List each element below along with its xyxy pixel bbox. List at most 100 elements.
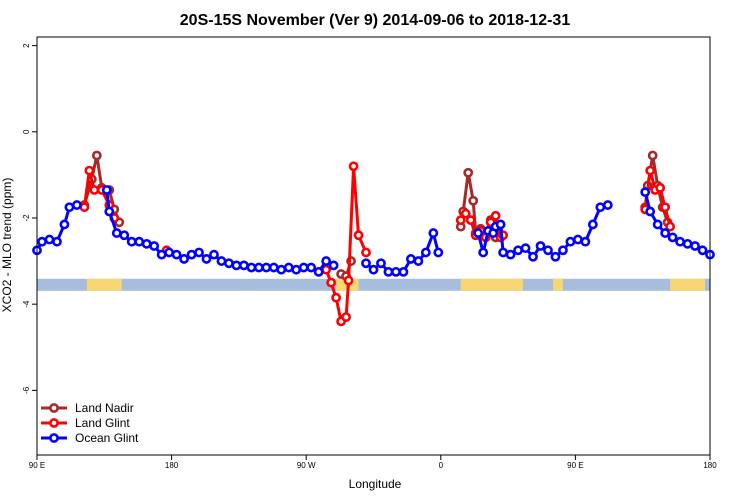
data-point-ocean-glint: [520, 243, 531, 254]
data-point-ocean-glint: [119, 230, 130, 241]
data-point-land-glint: [660, 202, 671, 213]
x-tick-label: 0: [439, 461, 444, 470]
data-point-land-glint: [645, 165, 656, 176]
legend-label-land-glint: Land Glint: [75, 416, 130, 430]
data-point-land-glint: [353, 230, 364, 241]
y-axis: -6 -4 -2 0 2: [22, 43, 37, 394]
data-point-land-glint: [89, 185, 100, 195]
data-point-ocean-glint: [535, 241, 546, 251]
data-point-ocean-glint: [428, 228, 439, 238]
data-point-land-glint: [348, 161, 359, 172]
y-tick-label: 0: [22, 129, 31, 134]
data-point-ocean-glint: [291, 264, 302, 275]
data-point-land-nadir: [468, 195, 479, 206]
data-point-ocean-glint: [209, 249, 219, 260]
data-point-ocean-glint: [495, 219, 506, 230]
data-point-ocean-glint: [246, 262, 257, 273]
data-point-ocean-glint: [134, 236, 145, 247]
y-axis-label: XCO2 - MLO trend (ppm): [0, 178, 14, 313]
land-segment: [86, 278, 122, 291]
series-land-nadir: [79, 150, 673, 282]
data-point-ocean-glint: [71, 200, 82, 210]
data-point-land-glint: [343, 275, 354, 286]
data-point-land-nadir: [647, 150, 658, 161]
data-point-ocean-glint: [550, 251, 561, 262]
data-point-ocean-glint: [675, 236, 685, 247]
data-point-ocean-glint: [276, 264, 287, 275]
data-point-ocean-glint: [572, 234, 583, 245]
data-point-land-glint: [326, 277, 337, 288]
data-point-ocean-glint: [513, 245, 523, 256]
data-point-ocean-glint: [433, 247, 444, 258]
data-point-ocean-glint: [111, 228, 122, 238]
data-point-ocean-glint: [652, 219, 663, 230]
ocean-strip: [37, 278, 710, 291]
y-tick-label: -4: [22, 300, 31, 308]
data-point-ocean-glint: [64, 202, 75, 213]
data-point-ocean-glint: [126, 236, 137, 247]
data-point-ocean-glint: [413, 256, 424, 266]
data-point-land-glint: [331, 292, 342, 303]
data-point-land-glint: [655, 182, 666, 193]
data-point-ocean-glint: [505, 249, 516, 260]
data-point-ocean-glint: [328, 260, 339, 271]
data-point-ocean-glint: [640, 187, 651, 198]
data-point-ocean-glint: [306, 262, 317, 273]
data-point-ocean-glint: [59, 219, 70, 230]
data-point-land-nadir: [91, 150, 102, 161]
y-tick-label: 2: [22, 43, 31, 48]
data-point-ocean-glint: [268, 262, 279, 273]
data-point-ocean-glint: [224, 258, 234, 269]
data-point-ocean-glint: [528, 251, 538, 262]
data-point-ocean-glint: [231, 260, 242, 271]
data-point-land-glint: [665, 221, 676, 232]
data-point-ocean-glint: [104, 206, 115, 217]
data-point-land-glint: [361, 247, 371, 258]
data-point-ocean-glint: [682, 238, 693, 249]
x-tick-label: 90 W: [297, 461, 316, 470]
data-point-ocean-glint: [171, 249, 182, 260]
data-point-ocean-glint: [645, 206, 656, 217]
legend-label-ocean-glint: Ocean Glint: [75, 431, 139, 445]
data-point-land-glint: [460, 208, 471, 219]
x-tick-label: 90 E: [29, 461, 45, 470]
data-point-ocean-glint: [37, 236, 47, 247]
data-point-ocean-glint: [667, 232, 678, 243]
data-point-ocean-glint: [543, 245, 553, 256]
data-point-ocean-glint: [313, 266, 324, 277]
series-layer: [32, 150, 715, 327]
data-point-ocean-glint: [473, 228, 484, 238]
series-ocean-glint: [32, 185, 715, 277]
chart-title: 20S-15S November (Ver 9) 2014-09-06 to 2…: [180, 12, 571, 29]
legend-marker-land-nadir: [49, 403, 59, 413]
data-point-ocean-glint: [391, 266, 401, 277]
y-tick-label: -2: [22, 214, 31, 222]
data-point-land-glint: [490, 210, 501, 221]
legend-marker-ocean-glint: [49, 433, 59, 443]
data-point-ocean-glint: [420, 247, 431, 258]
data-point-ocean-glint: [565, 236, 576, 247]
land-segment: [552, 278, 563, 291]
data-point-land-nadir: [463, 167, 474, 178]
data-point-ocean-glint: [201, 254, 212, 264]
data-point-ocean-glint: [478, 247, 489, 258]
data-point-ocean-glint: [253, 262, 264, 273]
data-point-ocean-glint: [498, 247, 509, 258]
data-point-ocean-glint: [595, 202, 606, 213]
legend-marker-land-glint: [49, 418, 59, 428]
data-point-ocean-glint: [141, 238, 152, 249]
data-point-ocean-glint: [580, 236, 591, 247]
data-point-ocean-glint: [216, 256, 227, 266]
data-point-ocean-glint: [587, 219, 598, 230]
data-point-ocean-glint: [405, 254, 416, 264]
data-point-ocean-glint: [383, 266, 394, 277]
data-point-ocean-glint: [368, 264, 379, 275]
data-point-land-glint: [84, 165, 95, 176]
data-point-ocean-glint: [361, 258, 371, 269]
data-point-ocean-glint: [194, 247, 204, 258]
data-point-ocean-glint: [261, 262, 272, 273]
x-axis-label: Longitude: [349, 477, 402, 491]
data-point-ocean-glint: [376, 258, 386, 269]
